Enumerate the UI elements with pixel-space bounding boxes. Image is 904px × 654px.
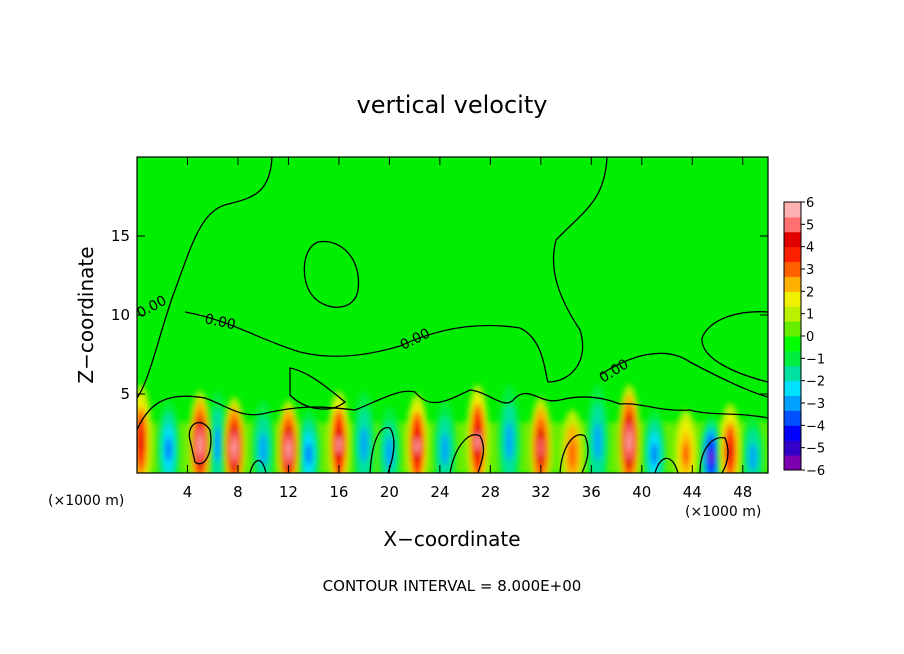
x-tick-label: 48: [733, 483, 752, 501]
x-tick-label: 20: [380, 483, 399, 501]
updraft-core: [719, 403, 742, 473]
downdraft-core: [586, 384, 609, 473]
colorbar-swatch: [784, 306, 801, 322]
colorbar-tick-label: −6: [806, 464, 825, 479]
colorbar-swatch: [784, 410, 801, 426]
zero-contours: [137, 157, 768, 473]
updraft-core: [674, 409, 697, 473]
downdraft-core: [252, 400, 275, 473]
x-tick-label: 32: [531, 483, 550, 501]
y-tick-label: 10: [111, 306, 130, 324]
x-tick-label: 4: [183, 483, 193, 501]
contour-line: [137, 389, 768, 431]
updraft-core: [189, 390, 212, 473]
x-tick-label: 24: [430, 483, 449, 501]
x-unit-right: (×1000 m): [685, 504, 761, 520]
updraft-core: [529, 397, 552, 473]
x-tick-label: 36: [582, 483, 601, 501]
colorbar-tick-label: 3: [806, 263, 814, 278]
x-tick-label: 40: [632, 483, 651, 501]
downdraft-core: [297, 409, 320, 473]
colorbar-swatch: [784, 202, 801, 218]
y-axis-title: Z−coordinate: [74, 246, 98, 383]
downdraft-core: [643, 409, 666, 473]
x-tick-label: 16: [329, 483, 348, 501]
colorbar-swatch: [784, 246, 801, 263]
y-tick-label: 15: [111, 227, 130, 245]
colorbar-swatch: [784, 395, 801, 411]
colorbar-tick-label: 4: [806, 241, 814, 256]
velocity-field: [137, 384, 768, 473]
colorbar-swatch: [784, 365, 801, 382]
chart-title: vertical velocity: [357, 91, 548, 119]
colorbar-swatch: [784, 455, 801, 471]
updraft-core: [327, 390, 350, 473]
colorbar-tick-label: 2: [806, 285, 814, 300]
x-tick-label: 12: [279, 483, 298, 501]
updraft-core: [618, 384, 641, 473]
contour-line: [369, 427, 395, 473]
colorbar-swatch: [784, 261, 801, 277]
contour-line: [137, 157, 273, 399]
colorbar-swatch: [784, 425, 801, 441]
x-tick-label: 44: [683, 483, 702, 501]
contour-line: [289, 367, 347, 410]
updraft-core: [466, 384, 489, 473]
colorbar-swatch: [784, 380, 801, 397]
updraft-core: [137, 384, 152, 473]
updraft-core: [406, 394, 429, 473]
downdraft-core: [498, 384, 521, 473]
downdraft-core: [700, 416, 723, 473]
contour-interval-note: CONTOUR INTERVAL = 8.000E+00: [323, 577, 582, 595]
downdraft-core: [353, 390, 376, 473]
contour-line: [303, 240, 360, 308]
colorbar-tick-label: 6: [806, 196, 814, 211]
colorbar-tick-label: −5: [806, 442, 825, 457]
downdraft-core: [741, 416, 764, 473]
colorbar-swatch: [784, 216, 801, 233]
updraft-core: [561, 409, 584, 473]
colorbar-swatch: [784, 291, 801, 307]
contour-line: [184, 157, 608, 383]
colorbar-tick-label: −2: [806, 375, 825, 390]
downdraft-core: [157, 400, 180, 473]
colorbar-tick-label: 1: [806, 308, 814, 323]
colorbar-tick-label: 5: [806, 218, 814, 233]
colorbar-swatch: [784, 350, 801, 367]
downdraft-core: [433, 400, 456, 473]
plot-area: 0.00 0.00 0.00 0.00 4 8 12 16 20 24 28 32 36 40 44…: [111, 156, 769, 501]
colorbar: 6 5 4 3 2 1 0 −1 −2 −3 −4 −5 −6: [783, 196, 825, 479]
contour-line: [701, 311, 768, 383]
x-tick-label: 8: [233, 483, 243, 501]
updraft-core: [277, 400, 300, 473]
x-tick-label: 28: [481, 483, 500, 501]
colorbar-swatch: [784, 321, 801, 337]
contour-line: [654, 457, 679, 473]
colorbar-tick-label: −3: [806, 397, 825, 412]
x-axis-title: X−coordinate: [383, 527, 520, 551]
contour-line: [599, 352, 768, 398]
contour-label: 0.00: [203, 311, 237, 333]
colorbar-swatch: [784, 276, 801, 292]
colorbar-swatch: [784, 440, 801, 456]
colorbar-tick-label: −4: [806, 419, 825, 434]
y-tick-label: 5: [120, 385, 130, 403]
colorbar-tick-label: −1: [806, 352, 825, 367]
updraft-core: [223, 397, 246, 473]
contour-line: [559, 434, 589, 473]
x-unit-left: (×1000 m): [48, 493, 124, 509]
y-axis: 5 10 15: [111, 227, 768, 403]
contour-line: [249, 459, 267, 473]
x-axis: 4 8 12 16 20 24 28 32 36 40 44 48: [183, 157, 752, 501]
colorbar-swatch: [784, 231, 801, 248]
colorbar-swatch: [784, 336, 801, 352]
contour-line: [449, 434, 485, 473]
contour-line: [699, 437, 729, 473]
colorbar-tick-label: 0: [806, 330, 814, 345]
contour-line: [188, 421, 212, 465]
